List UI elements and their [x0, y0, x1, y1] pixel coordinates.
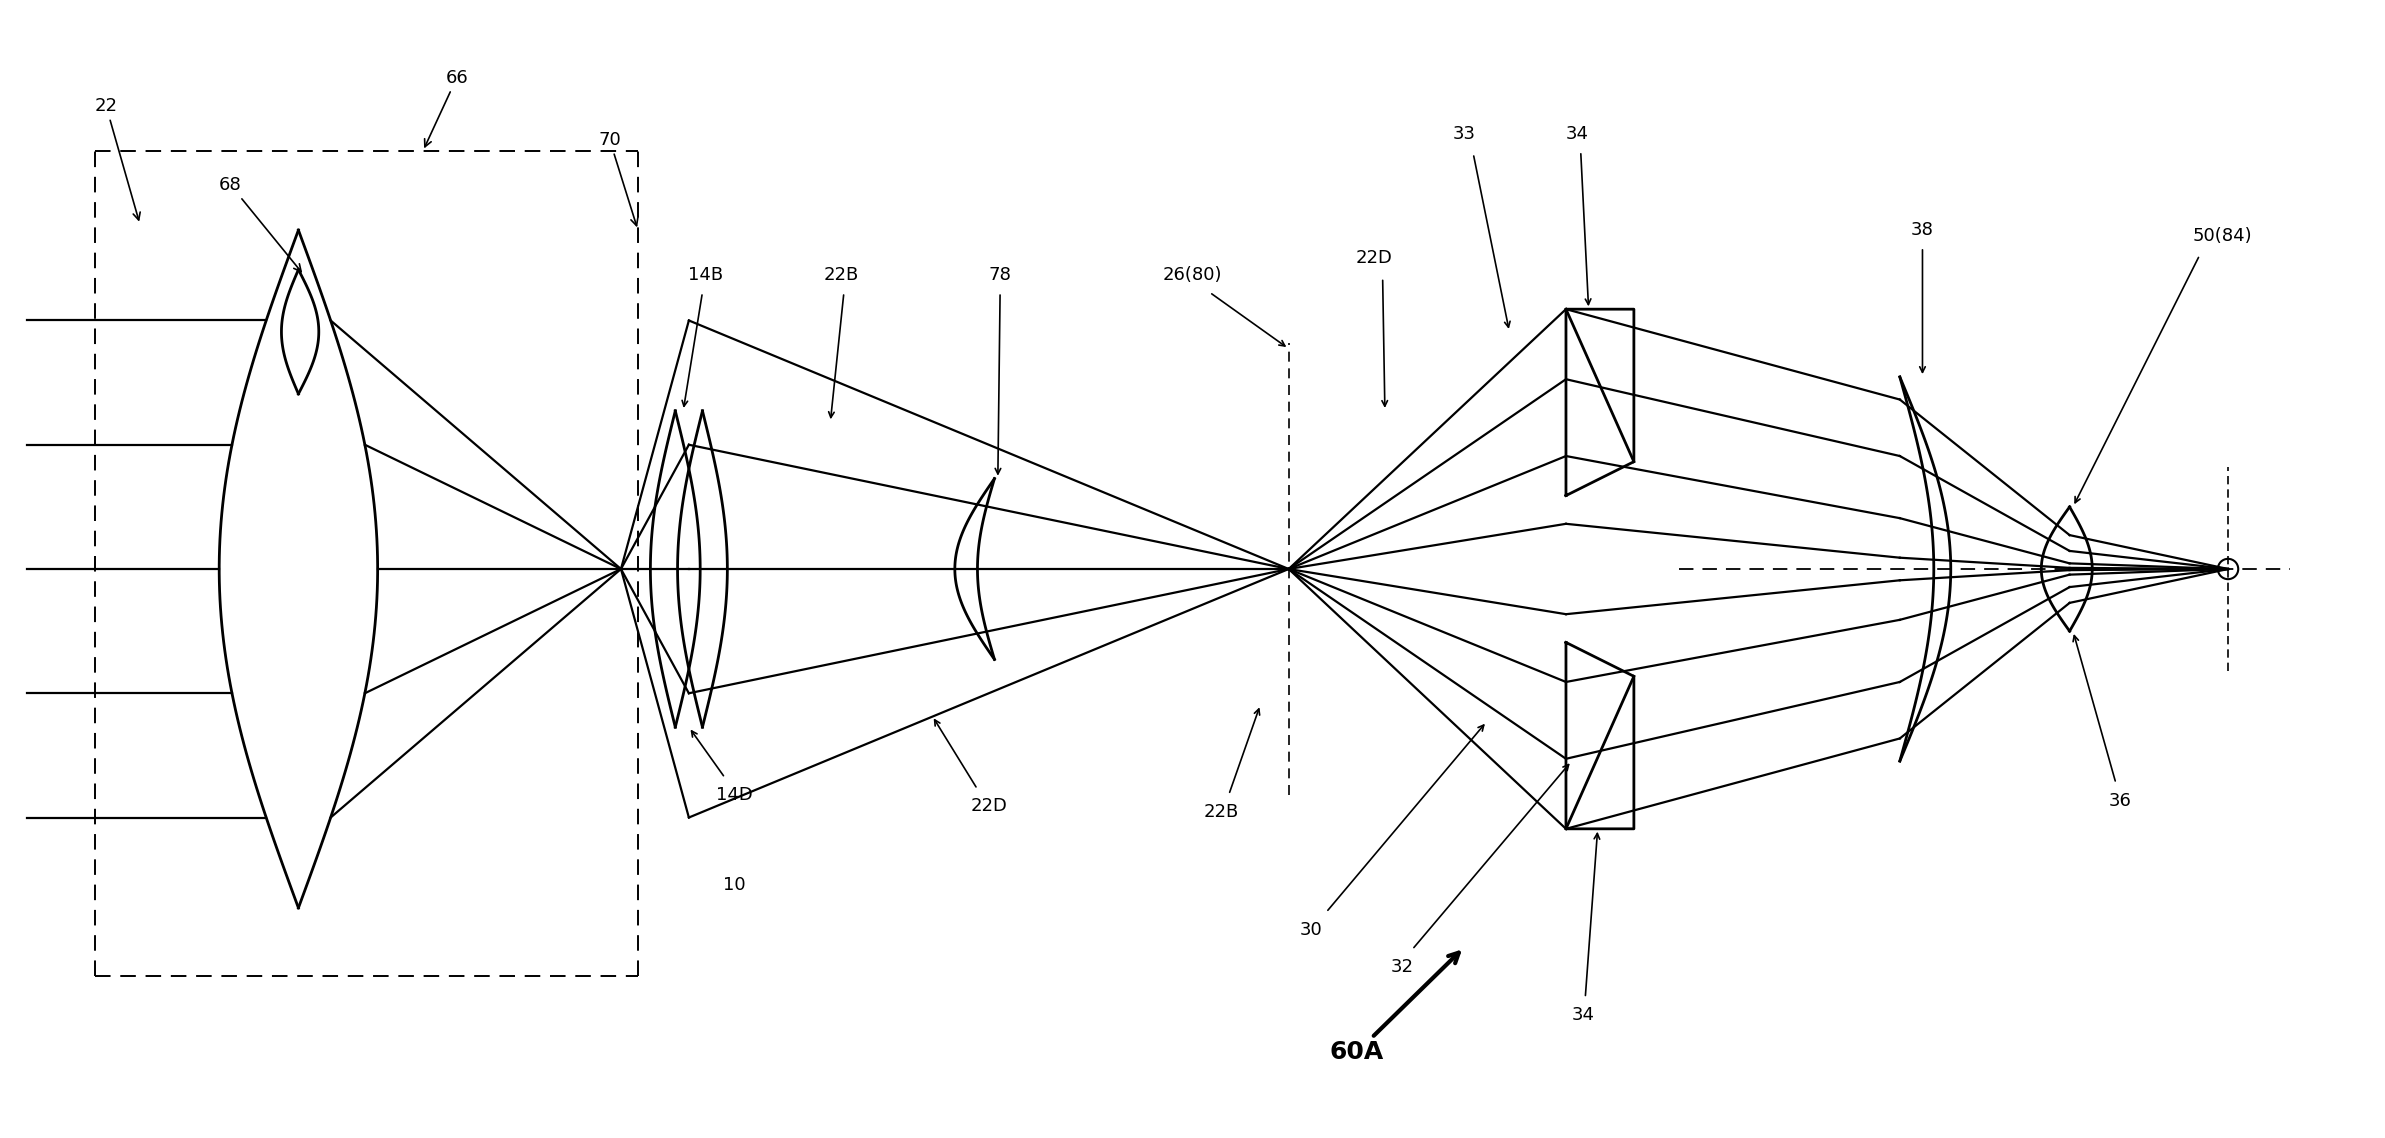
Text: 22D: 22D	[1355, 249, 1393, 267]
Text: 34: 34	[1572, 1006, 1596, 1024]
Text: 38: 38	[1910, 221, 1934, 239]
Text: 26(80): 26(80)	[1164, 266, 1221, 284]
Text: 10: 10	[723, 876, 747, 894]
Text: 14D: 14D	[716, 786, 754, 803]
Text: 32: 32	[1390, 958, 1414, 975]
Text: 66: 66	[425, 68, 467, 147]
Text: 33: 33	[1452, 125, 1476, 143]
Text: 22B: 22B	[825, 266, 859, 284]
Text: 34: 34	[1567, 125, 1588, 143]
Text: 30: 30	[1300, 922, 1324, 940]
Text: 70: 70	[599, 131, 637, 225]
Text: 36: 36	[2108, 792, 2132, 809]
Text: 78: 78	[990, 266, 1011, 284]
Text: 14B: 14B	[689, 266, 723, 284]
Text: 60A: 60A	[1328, 953, 1460, 1064]
Text: 68: 68	[219, 176, 301, 272]
Text: 22B: 22B	[1202, 803, 1238, 820]
Text: 22D: 22D	[971, 798, 1006, 815]
Text: 50(84): 50(84)	[2192, 226, 2251, 245]
Text: 22: 22	[95, 97, 141, 220]
